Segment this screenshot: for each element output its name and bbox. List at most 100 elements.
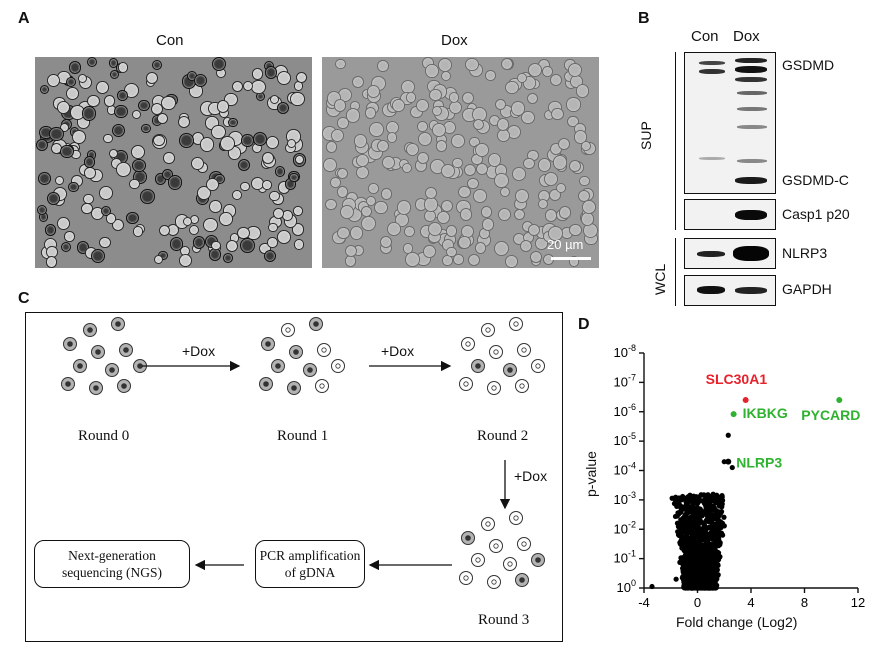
volcano-point bbox=[687, 558, 693, 564]
cell-image-blob bbox=[167, 175, 183, 190]
band-label-casp1: Casp1 p20 bbox=[782, 206, 850, 222]
cell-image-blob bbox=[424, 186, 437, 199]
cell-image-blob bbox=[446, 246, 457, 258]
cell-image-blob bbox=[325, 198, 337, 211]
volcano-point bbox=[729, 464, 735, 471]
cell-image-blob bbox=[415, 98, 430, 113]
schematic-cell-nucleus bbox=[95, 349, 101, 355]
volcano-point bbox=[686, 497, 692, 503]
volcano-point bbox=[715, 523, 722, 529]
cell-image-blob bbox=[401, 163, 412, 174]
cell-image-blob bbox=[151, 102, 163, 115]
y-tick-label: 10-8 bbox=[614, 343, 636, 360]
cell-image-blob bbox=[87, 94, 100, 108]
cell-image-blob bbox=[179, 133, 195, 149]
schematic-cell-nucleus bbox=[263, 381, 269, 387]
scale-bar-label: 20 µm bbox=[547, 237, 584, 252]
volcano-point bbox=[715, 533, 721, 539]
blot-gapdh bbox=[684, 275, 776, 306]
cell-image-blob bbox=[57, 216, 70, 230]
x-tick-label: 12 bbox=[851, 595, 865, 610]
cell-image-blob bbox=[60, 144, 74, 159]
cell-image-blob bbox=[105, 213, 117, 224]
band-label-gsdmd: GSDMD bbox=[782, 57, 835, 73]
cell-image-blob bbox=[473, 189, 487, 204]
cell-image-blob bbox=[528, 62, 543, 77]
cell-image-blob bbox=[211, 240, 221, 251]
volcano-point bbox=[704, 542, 710, 549]
cell-image-blob bbox=[459, 207, 473, 221]
cell-image-blob bbox=[126, 212, 139, 225]
cell-image-blob bbox=[45, 256, 58, 268]
cell-image-blob bbox=[131, 145, 146, 160]
cell-image-blob bbox=[178, 253, 192, 267]
cell-image-blob bbox=[364, 107, 377, 120]
hit-point-slc30a1 bbox=[742, 397, 749, 404]
volcano-point bbox=[690, 573, 696, 579]
cell-image-blob bbox=[556, 182, 567, 193]
cell-image-blob bbox=[295, 155, 305, 165]
schematic-cell-nucleus bbox=[109, 367, 115, 373]
cell-image-blob bbox=[83, 156, 95, 168]
cell-image-blob bbox=[240, 181, 250, 192]
y-tick-label: 10-1 bbox=[614, 549, 636, 566]
cell-image-blob bbox=[132, 226, 144, 237]
cell-image-blob bbox=[530, 251, 543, 264]
hit-point-ikbkg bbox=[730, 411, 737, 418]
pcr-line-1: PCR amplification bbox=[259, 548, 361, 563]
cell-image-blob bbox=[516, 73, 527, 84]
cell-image-blob bbox=[232, 190, 243, 201]
cell-image-blob bbox=[406, 142, 420, 156]
cell-image-blob bbox=[220, 135, 235, 151]
volcano-point bbox=[706, 584, 712, 590]
cell-image-blob bbox=[368, 122, 384, 137]
volcano-point bbox=[673, 576, 679, 582]
cell-image-blob bbox=[219, 212, 233, 226]
cell-image-blob bbox=[582, 199, 597, 214]
x-tick-label: -4 bbox=[638, 595, 650, 610]
cell-image-blob bbox=[39, 84, 50, 94]
panel-d-letter: D bbox=[578, 316, 590, 333]
wcl-bracket bbox=[675, 238, 676, 306]
volcano-point bbox=[704, 575, 710, 581]
volcano-point bbox=[694, 500, 701, 506]
schematic-cell-nucleus bbox=[319, 383, 325, 389]
screening-schematic-frame bbox=[25, 312, 563, 642]
cell-image-blob bbox=[377, 140, 390, 153]
sup-bracket bbox=[675, 52, 676, 230]
hit-label-pycard: PYCARD bbox=[801, 407, 860, 423]
cell-image-blob bbox=[289, 172, 299, 183]
cell-image-blob bbox=[377, 60, 390, 73]
cell-image-blob bbox=[499, 186, 510, 197]
cell-image-blob bbox=[161, 95, 176, 111]
cell-image-blob bbox=[538, 198, 549, 210]
cell-image-blob bbox=[337, 117, 349, 129]
cell-image-blob bbox=[273, 207, 285, 219]
cell-image-blob bbox=[365, 195, 377, 207]
schematic-cell-nucleus bbox=[463, 381, 469, 387]
cell-image-blob bbox=[465, 58, 479, 72]
schematic-cell-nucleus bbox=[475, 557, 481, 563]
cell-image-blob bbox=[178, 115, 191, 128]
cell-image-blob bbox=[141, 123, 151, 133]
cell-image-blob bbox=[158, 224, 171, 237]
cell-image-blob bbox=[485, 70, 497, 81]
lane-label-con: Con bbox=[691, 28, 719, 45]
cell-image-blob bbox=[432, 123, 446, 138]
volcano-point bbox=[690, 539, 696, 545]
volcano-point bbox=[700, 580, 706, 586]
schematic-cell-nucleus bbox=[265, 341, 271, 347]
volcano-point bbox=[694, 563, 701, 569]
cell-image-blob bbox=[60, 242, 71, 253]
cell-image-blob bbox=[129, 178, 140, 190]
cell-image-blob bbox=[262, 180, 272, 190]
cell-image-blob bbox=[494, 240, 510, 256]
blot-sup-gsdmd bbox=[684, 52, 776, 194]
blot-nlrp3 bbox=[684, 238, 776, 269]
cell-image-blob bbox=[37, 204, 48, 215]
cell-image-blob bbox=[428, 221, 443, 236]
cell-image-blob bbox=[268, 222, 278, 233]
cell-image-blob bbox=[453, 254, 464, 265]
cell-image-blob bbox=[544, 209, 558, 223]
round-1-label: Round 1 bbox=[277, 428, 329, 444]
